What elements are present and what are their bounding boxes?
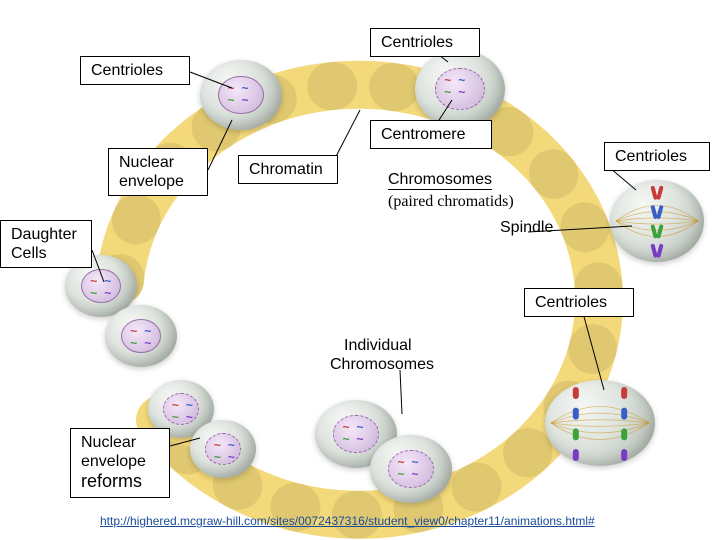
label-centrioles_right: Centrioles: [604, 142, 710, 171]
label-centrioles_left: Centrioles: [80, 56, 190, 85]
cell-telophase2: ~~~~: [370, 435, 452, 503]
label-nuclear_envelope: Nuclearenvelope: [108, 148, 208, 196]
source-url-link[interactable]: http://highered.mcgraw-hill.com/sites/00…: [100, 514, 595, 528]
cell-cytokinesis2: ~~~~: [190, 420, 256, 478]
cell-metaphase: [610, 180, 704, 262]
cell-daughter2: ~~~~: [105, 305, 177, 367]
label-spindle: Spindle: [500, 218, 553, 237]
label-individual_chromosomes: IndividualChromosomes: [330, 336, 434, 374]
label-nuclear_envelope_reforms: Nuclearenvelopereforms: [70, 428, 170, 498]
label-daughter_cells: DaughterCells: [0, 220, 92, 268]
label-paired_chromatids: (paired chromatids): [388, 192, 514, 211]
label-chromatin: Chromatin: [238, 155, 338, 184]
cell-interphase1: ~~~~: [200, 60, 282, 130]
label-centrioles_mid: Centrioles: [524, 288, 634, 317]
cell-anaphase: [545, 380, 655, 466]
label-chromosomes: Chromosomes: [388, 170, 492, 189]
cell-prophase: ~~~~: [415, 50, 505, 128]
diagram-canvas: ~~~~~~~~~~~~~~~~~~~~~~~~~~~~~~~~ Centrio…: [0, 0, 720, 540]
label-centromere: Centromere: [370, 120, 492, 149]
label-centrioles_top: Centrioles: [370, 28, 480, 57]
